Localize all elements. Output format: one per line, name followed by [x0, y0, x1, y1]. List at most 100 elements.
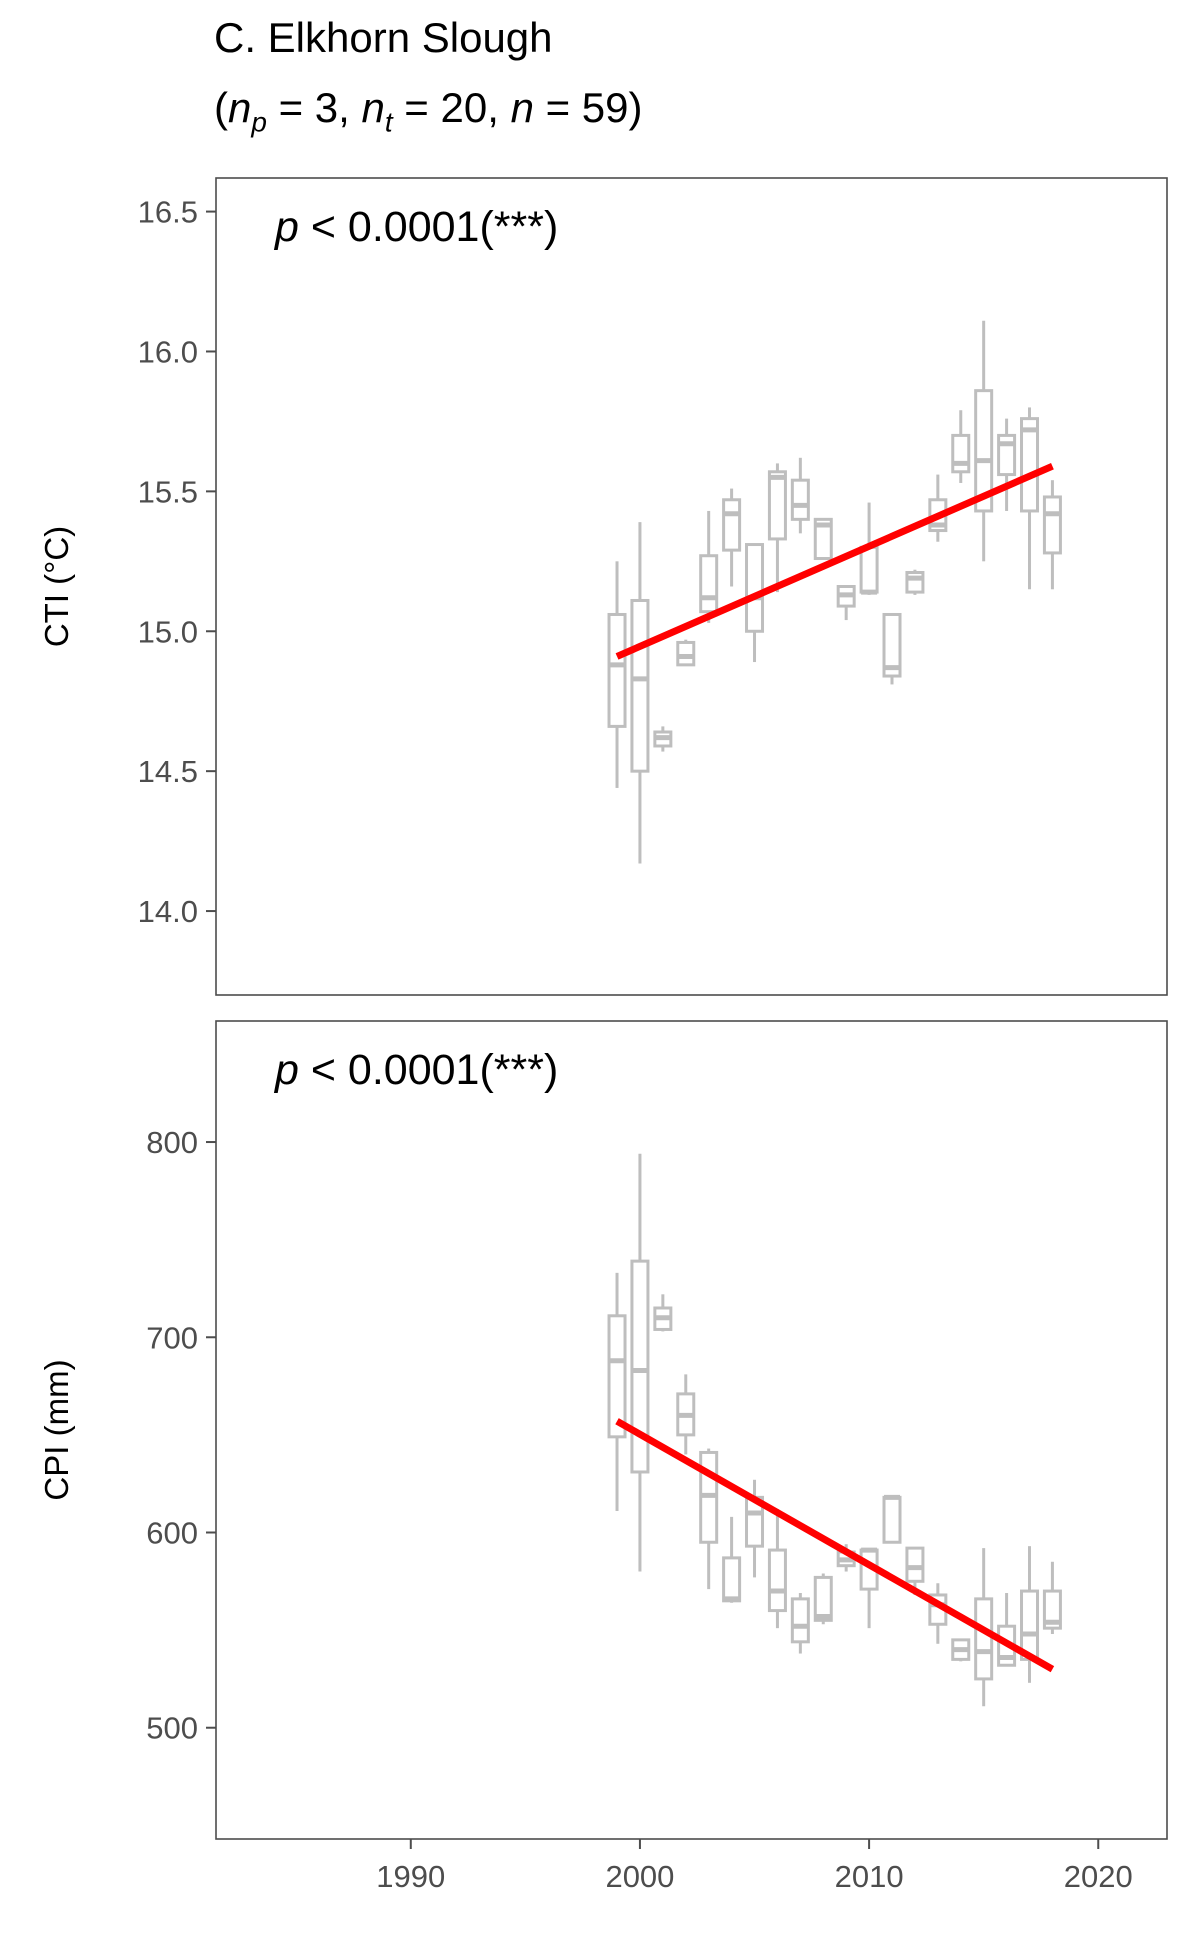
box-body: [699, 554, 719, 614]
box-2004: [722, 488, 742, 587]
box-2011: [882, 612, 902, 685]
box-body: [607, 612, 627, 728]
box-2018: [1042, 1561, 1062, 1635]
x-tick-label: 2000: [605, 1859, 674, 1894]
subtitle-np-sub: p: [251, 106, 267, 138]
box-body: [1042, 1589, 1062, 1630]
box-2006: [767, 1509, 787, 1629]
y-tick-label: 15.5: [138, 474, 198, 509]
box-2009: [836, 585, 856, 621]
y-tick-label: 15.0: [138, 614, 198, 649]
subtitle-np-label: n: [228, 84, 252, 131]
trend-line: [615, 1418, 1055, 1673]
p-value-text: < 0.0001(***): [299, 1046, 558, 1094]
y-tick-label: 800: [146, 1125, 198, 1160]
panel-2: 500 600 700 800 1990 2000 2010 2020 CPI (mm) p < …: [38, 1020, 1168, 1894]
box-body: [951, 433, 971, 474]
box-2000: [630, 522, 650, 864]
box-body: [1020, 417, 1040, 513]
box-2005: [745, 543, 765, 663]
box-body: [859, 545, 879, 594]
box-2010: [859, 502, 879, 595]
box-2000: [630, 1153, 650, 1572]
box-body: [813, 1575, 833, 1622]
box-2007: [790, 457, 810, 534]
box-2013: [928, 1583, 948, 1644]
box-body: [1042, 495, 1062, 555]
box-body: [767, 470, 787, 541]
box-2018: [1042, 480, 1062, 590]
panel-border: [215, 177, 1168, 996]
box-2015: [974, 320, 994, 562]
p-value-symbol: p: [273, 1046, 299, 1094]
box-body: [607, 1314, 627, 1439]
box-2003: [699, 1448, 719, 1590]
box-2001: [653, 726, 673, 752]
x-tick-label: 2020: [1064, 1859, 1133, 1894]
box-body: [813, 517, 833, 561]
box-2012: [905, 569, 925, 595]
p-value-annotation: p < 0.0001(***): [273, 1046, 558, 1094]
p-value-symbol: p: [273, 203, 299, 251]
box-2017: [1020, 407, 1040, 590]
box-2013: [928, 474, 948, 542]
subtitle-nt-sub: t: [384, 106, 393, 138]
y-axis-label: CPI (mm): [38, 1359, 75, 1500]
box-2008: [813, 1573, 833, 1625]
box-body: [630, 1259, 650, 1474]
box-body: [790, 1597, 810, 1644]
y-tick-label: 14.5: [138, 754, 198, 789]
panel-border: [215, 1020, 1168, 1840]
figure-title: C. Elkhorn Slough: [214, 14, 553, 61]
box-2001: [653, 1294, 673, 1332]
y-axis-label: CTI (°C): [38, 526, 75, 647]
box-body: [905, 571, 925, 594]
box-1999: [607, 561, 627, 788]
box-body: [767, 1548, 787, 1613]
box-body: [745, 543, 765, 633]
box-body: [722, 498, 742, 552]
box-body: [974, 389, 994, 513]
box-2003: [699, 510, 719, 623]
box-2006: [767, 463, 787, 593]
subtitle-n-rest: = 59): [533, 84, 643, 131]
box-2016: [997, 1593, 1017, 1667]
subtitle-open: (: [214, 84, 228, 131]
box-2004: [722, 1516, 742, 1603]
box-2008: [813, 517, 833, 561]
box-body: [722, 1556, 742, 1603]
subtitle-n-label: n: [510, 84, 534, 131]
p-value-annotation: p < 0.0001(***): [273, 203, 558, 251]
box-body: [997, 433, 1017, 477]
box-1999: [607, 1272, 627, 1512]
box-2002: [676, 639, 696, 667]
box-2014: [951, 410, 971, 483]
subtitle-nt-rest: = 20,: [392, 84, 511, 131]
box-body: [882, 1495, 902, 1544]
y-tick-label: 16.5: [138, 195, 198, 230]
panel-1: 14.0 14.5 15.0 15.5 16.0 16.5 CTI (°C) p < 0.00…: [38, 177, 1168, 996]
y-tick-label: 16.0: [138, 334, 198, 369]
box-2015: [974, 1548, 994, 1707]
y-tick-label: 14.0: [138, 894, 198, 929]
subtitle-np-rest: = 3,: [266, 84, 362, 131]
box-2016: [997, 418, 1017, 511]
box-body: [974, 1597, 994, 1681]
y-tick-label: 700: [146, 1320, 198, 1355]
y-tick-label: 500: [146, 1711, 198, 1746]
box-2007: [790, 1593, 810, 1654]
box-body: [882, 612, 902, 678]
box-2011: [882, 1494, 902, 1544]
box-body: [905, 1546, 925, 1583]
box-body: [790, 478, 810, 521]
p-value-text: < 0.0001(***): [299, 203, 558, 251]
figure-subtitle: (np = 3, nt = 20, n = 59): [214, 84, 643, 138]
y-tick-label: 600: [146, 1515, 198, 1550]
trend-line: [615, 462, 1054, 660]
subtitle-nt-label: n: [361, 84, 385, 131]
box-2014: [951, 1638, 971, 1662]
x-tick-label: 2010: [835, 1859, 904, 1894]
box-body: [630, 598, 650, 773]
x-tick-label: 1990: [376, 1859, 445, 1894]
